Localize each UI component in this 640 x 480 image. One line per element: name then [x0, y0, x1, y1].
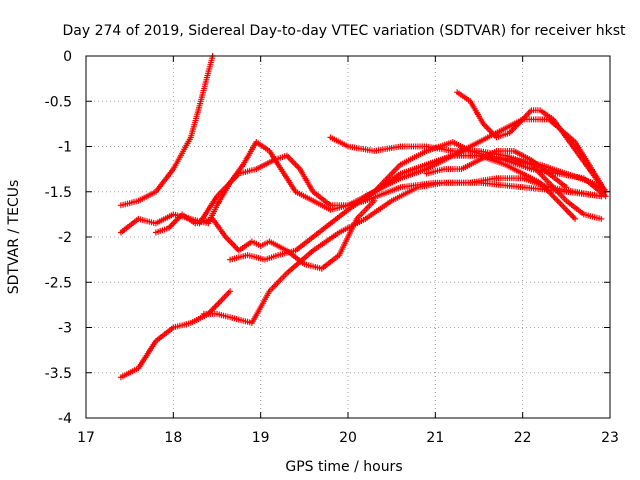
y-tick-label: -3: [58, 321, 72, 337]
x-tick-label: 18: [164, 430, 182, 446]
series-track-1: [117, 53, 216, 209]
y-tick-label: -2.5: [45, 275, 72, 291]
series-track-6: [200, 175, 605, 326]
plus-markers-track-11: [454, 89, 609, 195]
plus-markers-track-1: [117, 53, 216, 209]
series-track-5: [196, 152, 369, 227]
series-track-11: [454, 89, 609, 195]
grid: [86, 56, 610, 418]
y-tick-label: -1: [58, 140, 72, 156]
x-tick-label: 21: [426, 430, 444, 446]
chart-title: Day 274 of 2019, Sidereal Day-to-day VTE…: [63, 23, 626, 39]
x-tick-label: 19: [252, 430, 270, 446]
x-tick-label: 23: [601, 430, 619, 446]
y-axis-label: SDTVAR / TECUs: [6, 180, 22, 295]
series-track-2: [117, 288, 234, 381]
plus-markers-track-6: [200, 175, 605, 326]
y-tick-label: -2: [58, 230, 72, 246]
data-points: [117, 53, 609, 381]
y-tick-label: -4: [58, 411, 72, 427]
plus-markers-track-2: [117, 288, 234, 381]
plus-markers-track-5: [196, 152, 369, 227]
y-tick-label: 0: [63, 49, 72, 65]
axis-ticks: 17 18 19 20 21 22 23 0 -0.5 -1 -1.5 -2 -2.5 -3 -3.5 -4: [45, 49, 619, 446]
x-tick-label: 17: [77, 430, 95, 446]
series-track-13: [423, 148, 570, 191]
plus-markers-track-13: [423, 148, 570, 191]
y-tick-label: -3.5: [45, 366, 72, 382]
x-tick-label: 20: [339, 430, 357, 446]
y-tick-label: -0.5: [45, 94, 72, 110]
x-axis-label: GPS time / hours: [285, 459, 402, 475]
x-tick-label: 22: [514, 430, 532, 446]
y-tick-label: -1.5: [45, 185, 72, 201]
